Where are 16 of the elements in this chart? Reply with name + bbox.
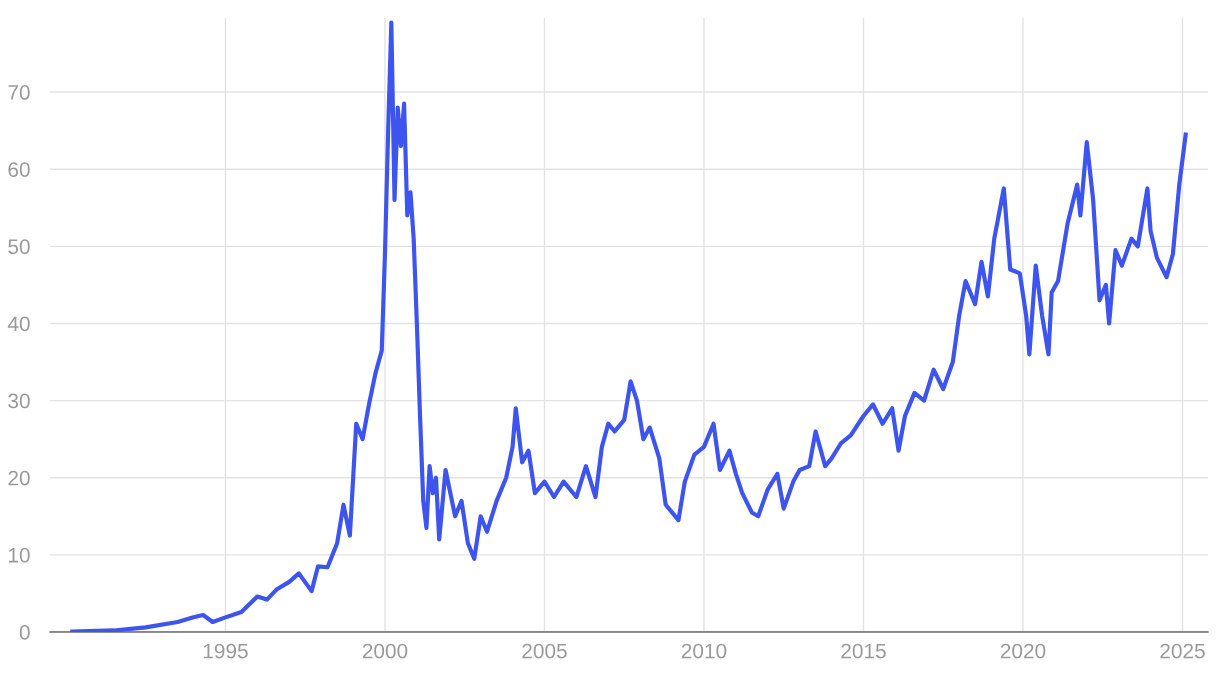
x-tick-label: 2015 — [841, 643, 886, 659]
y-tick-label: 0 — [19, 625, 30, 640]
y-tick-label: 40 — [7, 316, 30, 332]
x-tick-label: 2020 — [1000, 643, 1046, 659]
x-tick-label: 2010 — [681, 643, 727, 659]
x-tick-label: 2000 — [362, 643, 408, 659]
y-tick-label: 50 — [8, 239, 30, 255]
y-tick-label: 70 — [8, 85, 30, 100]
y-tick-label: 10 — [8, 547, 30, 563]
x-tick-label: 2005 — [522, 643, 567, 659]
x-tick-label: 2025 — [1160, 643, 1205, 659]
y-tick-label: 60 — [8, 162, 30, 177]
y-tick-label: 20 — [8, 470, 30, 486]
y-tick-label: 30 — [8, 393, 30, 409]
x-tick-label: 1995 — [203, 643, 248, 659]
line-series — [70, 20, 1188, 632]
